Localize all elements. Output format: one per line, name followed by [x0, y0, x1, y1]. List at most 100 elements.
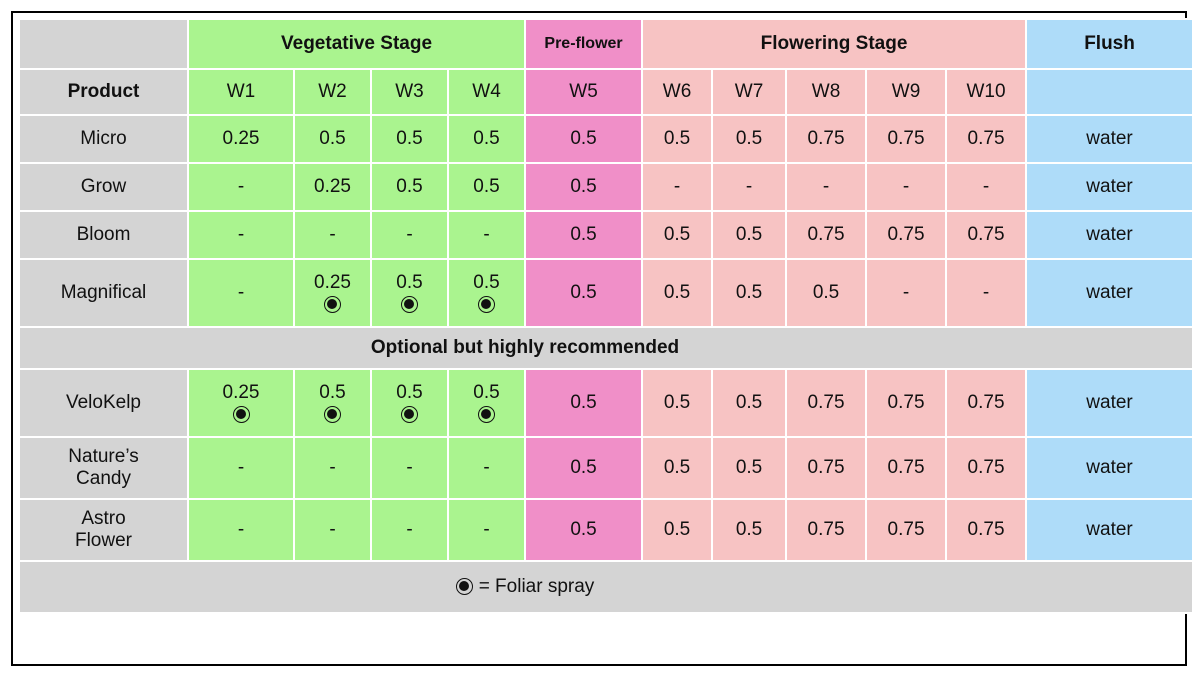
dose-value: - — [237, 518, 245, 540]
dose-value: 0.5 — [570, 456, 597, 478]
week-header-w4: W4 — [449, 70, 525, 114]
flush-cell: water — [1027, 260, 1193, 326]
dose-cell: 0.5 — [526, 500, 642, 560]
dose-value: 0.5 — [473, 271, 500, 293]
week-header-w10: W10 — [947, 70, 1026, 114]
dose-value: 0.5 — [396, 271, 423, 293]
dose-cell: 0.25 — [189, 116, 293, 162]
dose-value: 0.75 — [807, 518, 845, 540]
dose-value: 0.5 — [396, 175, 423, 197]
foliar-spray-icon — [478, 296, 496, 314]
dose-value: 0.5 — [812, 281, 840, 303]
table-row: Micro 0.25 0.5 0.5 0.5 0.5 0.5 0.5 0.75 0.75 0.75 w… — [20, 116, 1193, 162]
foliar-spray-marker — [372, 295, 447, 314]
dose-value: 0.5 — [473, 127, 500, 149]
dose-value: - — [483, 518, 490, 540]
flush-cell: water — [1027, 212, 1193, 258]
dose-value: 0.5 — [570, 391, 597, 413]
dose-cell: - — [295, 500, 370, 560]
dose-cell: 0.75 — [947, 212, 1026, 258]
dose-cell: - — [787, 164, 866, 210]
dose-cell: - — [189, 500, 293, 560]
dose-value: 0.5 — [396, 381, 423, 403]
dose-value: 0.75 — [887, 223, 925, 245]
flush-cell: water — [1027, 164, 1193, 210]
dose-cell: - — [449, 212, 525, 258]
dose-value: 0.5 — [735, 391, 763, 413]
dose-cell: 0.5 — [449, 370, 525, 436]
foliar-spray-marker — [372, 405, 447, 424]
dose-cell: 0.5 — [526, 164, 642, 210]
dose-value: 0.5 — [663, 456, 691, 478]
table-row: Grow - 0.25 0.5 0.5 0.5 - - - - - water — [20, 164, 1193, 210]
dose-value: 0.5 — [570, 223, 597, 245]
dose-value: - — [483, 456, 490, 478]
dose-cell: 0.5 — [449, 260, 525, 326]
dose-value: - — [237, 281, 245, 303]
dose-cell: 0.5 — [295, 116, 370, 162]
dose-value: - — [237, 223, 245, 245]
foliar-spray-icon — [401, 406, 418, 424]
legend-cell: = Foliar spray — [20, 562, 1193, 612]
stage-header-row: Vegetative Stage Pre-flower Flowering Stag… — [20, 20, 1193, 68]
dose-cell: 0.5 — [787, 260, 866, 326]
dose-value: 0.5 — [735, 223, 763, 245]
dose-cell: - — [189, 260, 293, 326]
dose-value: - — [745, 175, 753, 197]
dose-value: 0.75 — [967, 127, 1005, 149]
dose-cell: 0.75 — [867, 370, 946, 436]
dose-value: 0.75 — [807, 127, 845, 149]
dose-value: 0.5 — [473, 175, 500, 197]
dose-cell: 0.5 — [643, 212, 712, 258]
dose-value: - — [673, 175, 681, 197]
dose-value: - — [406, 223, 413, 245]
dose-value: 0.75 — [967, 223, 1005, 245]
dose-value: 0.75 — [887, 127, 925, 149]
foliar-spray-icon — [455, 577, 473, 595]
dose-cell: 0.75 — [947, 370, 1026, 436]
foliar-spray-icon — [401, 296, 418, 314]
week-header-w2: W2 — [295, 70, 370, 114]
dose-value: 0.25 — [222, 127, 260, 149]
dose-value: 0.25 — [314, 175, 351, 197]
legend-label: = Foliar spray — [478, 575, 595, 597]
table-row: VeloKelp 0.25 0.5 0.5 0.5 0.5 0.5 0.5 0.75 0.75 0.… — [20, 370, 1193, 436]
dose-value: 0.5 — [735, 281, 763, 303]
dose-value: 0.75 — [887, 456, 925, 478]
dose-value: 0.75 — [887, 518, 925, 540]
dose-cell: 0.75 — [867, 212, 946, 258]
foliar-spray-marker — [295, 405, 370, 424]
dose-cell: - — [189, 438, 293, 498]
dose-cell: 0.5 — [713, 370, 786, 436]
product-name-cell: Astro Flower — [20, 500, 187, 560]
dose-cell: 0.75 — [947, 116, 1026, 162]
dose-cell: 0.5 — [713, 212, 786, 258]
dose-cell: - — [372, 438, 447, 498]
dose-cell: 0.5 — [372, 260, 447, 326]
week-header-w3: W3 — [372, 70, 447, 114]
dose-value: - — [483, 223, 490, 245]
dose-cell: 0.5 — [372, 370, 447, 436]
optional-banner-row: Optional but highly recommended — [20, 328, 1193, 368]
table-row: Magnifical - 0.25 0.5 0.5 0.5 0.5 0.5 0.5 - - water — [20, 260, 1193, 326]
dose-cell: - — [189, 164, 293, 210]
dose-cell: 0.5 — [713, 116, 786, 162]
dose-cell: 0.5 — [372, 116, 447, 162]
dose-value: 0.5 — [735, 456, 763, 478]
foliar-spray-marker — [449, 295, 524, 314]
dose-value: 0.5 — [735, 518, 763, 540]
product-name-cell: Bloom — [20, 212, 187, 258]
dose-cell: 0.5 — [713, 260, 786, 326]
dose-cell: 0.5 — [526, 116, 642, 162]
foliar-spray-icon — [478, 406, 496, 424]
dose-value: 0.5 — [396, 127, 423, 149]
legend-content: = Foliar spray — [20, 576, 1030, 598]
dose-value: - — [982, 281, 990, 303]
dose-value: 0.75 — [807, 391, 845, 413]
dose-value: 0.5 — [570, 518, 597, 540]
dose-value: 0.75 — [967, 391, 1005, 413]
week-header-w1: W1 — [189, 70, 293, 114]
dose-cell: 0.75 — [867, 438, 946, 498]
dose-value: 0.75 — [807, 456, 845, 478]
flush-column-header — [1027, 70, 1193, 114]
